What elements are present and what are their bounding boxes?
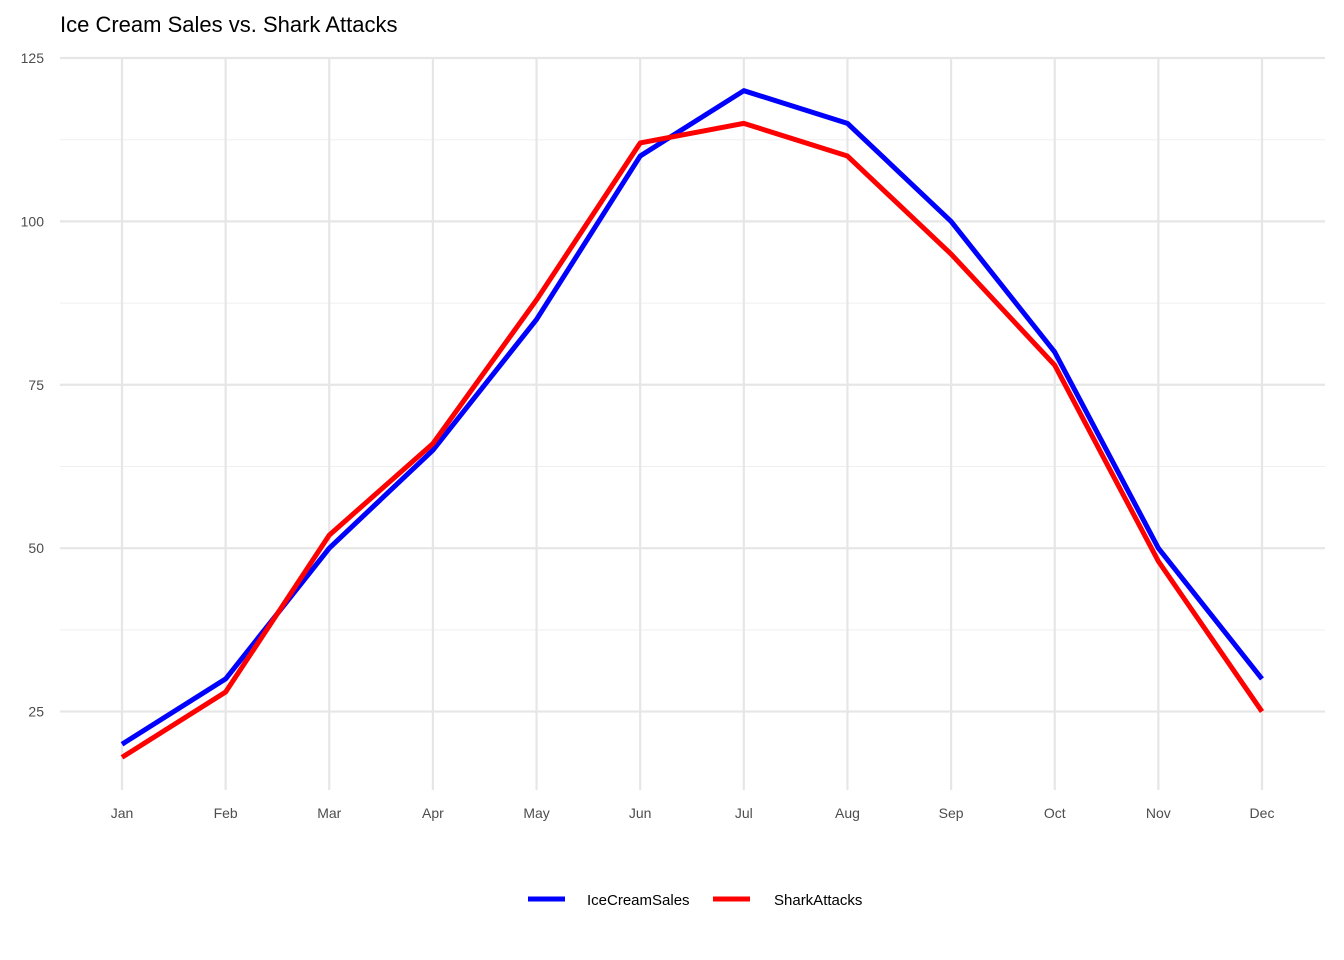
x-tick-label: Mar	[317, 805, 341, 821]
legend-label-sharkattacks: SharkAttacks	[774, 892, 862, 909]
series-line-icecreamsales	[120, 88, 1264, 747]
x-tick-label: Oct	[1044, 805, 1066, 821]
x-tick-label: Jun	[629, 805, 652, 821]
x-tick-label: Dec	[1250, 805, 1275, 821]
x-tick-label: Jan	[111, 805, 134, 821]
series-line-sharkattacks	[120, 120, 1265, 760]
x-tick-label: Apr	[422, 805, 444, 821]
x-tick-label: Aug	[835, 805, 860, 821]
y-tick-label: 100	[21, 213, 45, 229]
x-tick-label: Sep	[939, 805, 964, 821]
y-tick-label: 25	[28, 704, 44, 720]
legend-label-icecreamsales: IceCreamSales	[587, 892, 690, 909]
y-tick-label: 75	[28, 377, 44, 393]
y-tick-label: 50	[28, 540, 44, 556]
chart-title: Ice Cream Sales vs. Shark Attacks	[60, 12, 398, 37]
x-tick-label: Feb	[214, 805, 238, 821]
y-tick-label: 125	[21, 50, 45, 66]
x-tick-label: Nov	[1146, 805, 1171, 821]
x-tick-label: May	[523, 805, 549, 821]
x-tick-label: Jul	[735, 805, 753, 821]
